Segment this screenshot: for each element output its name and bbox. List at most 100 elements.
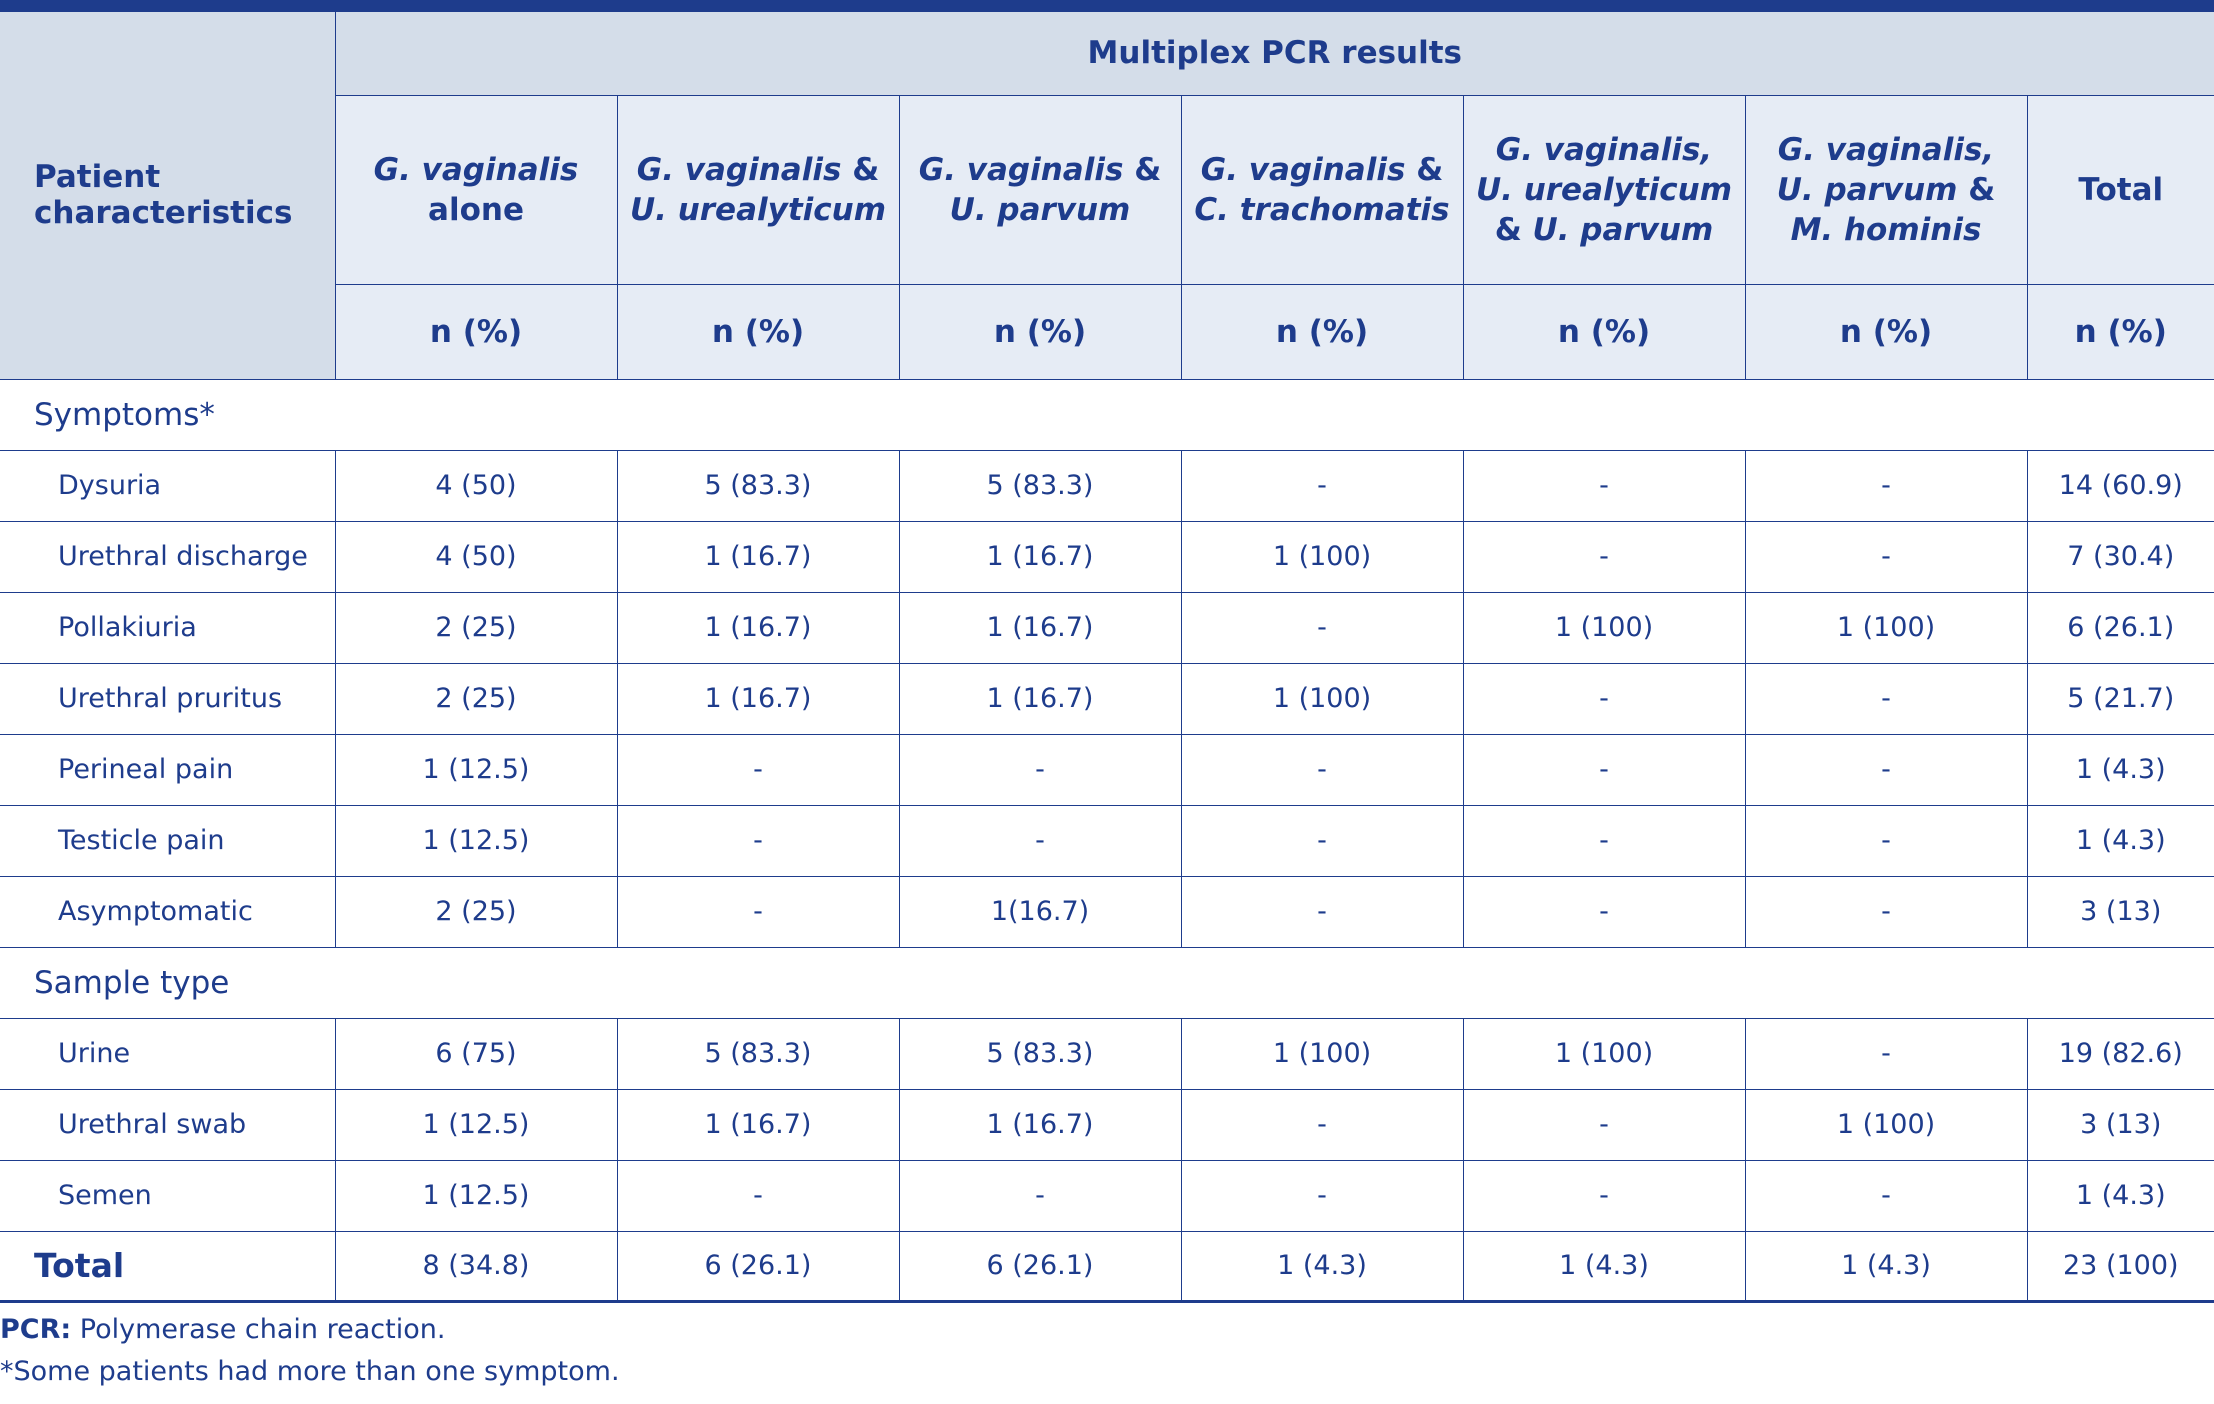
- cell: 23 (100): [2026, 1230, 2214, 1302]
- cell: -: [1744, 520, 2028, 593]
- unit-header: n (%): [616, 283, 900, 380]
- header-line: U. urealyticum: [618, 190, 899, 230]
- unit-header: n (%): [1180, 283, 1464, 380]
- cell: 4 (50): [334, 449, 618, 522]
- data-row: Semen 1 (12.5) - - - - -1 (4.3): [0, 1159, 2214, 1232]
- cell: -: [1462, 449, 1746, 522]
- row-label: Dysuria: [0, 449, 336, 522]
- section-title: Sample type: [0, 946, 2214, 1019]
- header-line: Total: [2028, 170, 2214, 210]
- cell: 1 (4.3): [1180, 1230, 1464, 1302]
- row-label: Total: [0, 1230, 336, 1302]
- cell: -: [898, 733, 1182, 806]
- cell: 1 (100): [1180, 662, 1464, 735]
- header-line: G. vaginalis,: [1464, 130, 1745, 170]
- cell: 2 (25): [334, 591, 618, 664]
- cell: -: [616, 733, 900, 806]
- cell: 1 (4.3): [2026, 1159, 2214, 1232]
- cell: -: [1744, 662, 2028, 735]
- footnote-text: *Some patients had more than one symptom…: [0, 1355, 620, 1387]
- cell: 1 (100): [1744, 1088, 2028, 1161]
- cell: -: [1744, 449, 2028, 522]
- header-text: C. trachomatis: [1194, 191, 1450, 228]
- cell: 1 (16.7): [898, 591, 1182, 664]
- cell: 1 (16.7): [898, 1088, 1182, 1161]
- unit-header: n (%): [334, 283, 618, 380]
- unit-header: n (%): [1462, 283, 1746, 380]
- header-text: U. parvum: [949, 191, 1131, 228]
- cell: -: [1744, 1017, 2028, 1090]
- cell: 1 (100): [1180, 520, 1464, 593]
- header-text: U. urealyticum: [1475, 171, 1733, 208]
- header-text: &: [1123, 151, 1162, 188]
- data-row: Asymptomatic 2 (25) -1(16.7) - - -3 (13): [0, 875, 2214, 948]
- row-label: Urethral pruritus: [0, 662, 336, 735]
- column-header: G. vaginalis, U. urealyticum & U. parvum: [1462, 94, 1746, 285]
- section-row: Symptoms*: [0, 378, 2214, 451]
- cell: -: [616, 804, 900, 877]
- column-header: Total: [2026, 94, 2214, 285]
- cell: 14 (60.9): [2026, 449, 2214, 522]
- cell: -: [1180, 1159, 1464, 1232]
- cell: -: [1180, 449, 1464, 522]
- header-text: G. vaginalis,: [1777, 131, 1995, 168]
- cell: 1 (16.7): [898, 662, 1182, 735]
- cell: 1 (16.7): [616, 662, 900, 735]
- cell: 5 (83.3): [616, 1017, 900, 1090]
- cell: 3 (13): [2026, 1088, 2214, 1161]
- header-text: G. vaginalis: [373, 151, 579, 188]
- cell: 1 (100): [1180, 1017, 1464, 1090]
- cell: 8 (34.8): [334, 1230, 618, 1302]
- header-text: G. vaginalis: [1200, 151, 1406, 188]
- header-line: & U. parvum: [1464, 210, 1745, 250]
- header-text: U. urealyticum: [629, 191, 887, 228]
- cell: 4 (50): [334, 520, 618, 593]
- data-row: Perineal pain 1 (12.5) - - - - -1 (4.3): [0, 733, 2214, 806]
- cell: 5 (83.3): [616, 449, 900, 522]
- header-text: G. vaginalis: [636, 151, 842, 188]
- column-header: G. vaginalis, U. parvum & M. hominis: [1744, 94, 2028, 285]
- cell: 3 (13): [2026, 875, 2214, 948]
- cell: 1(16.7): [898, 875, 1182, 948]
- cell: -: [1462, 1088, 1746, 1161]
- cell: 6 (26.1): [616, 1230, 900, 1302]
- cell: 1 (12.5): [334, 1088, 618, 1161]
- data-row: Urethral pruritus 2 (25) 1 (16.7) 1 (16.7) 1…: [0, 662, 2214, 735]
- cell: 1 (4.3): [2026, 733, 2214, 806]
- cell: -: [616, 1159, 900, 1232]
- total-row: Total 8 (34.8) 6 (26.1) 6 (26.1) 1 (4.3) 1 (4…: [0, 1230, 2214, 1302]
- cell: -: [898, 1159, 1182, 1232]
- cell: 7 (30.4): [2026, 520, 2214, 593]
- footnotes: PCR: Polymerase chain reaction. *Some pat…: [0, 1309, 2214, 1393]
- footnote: *Some patients had more than one symptom…: [0, 1351, 2214, 1393]
- cell: 6 (26.1): [898, 1230, 1182, 1302]
- cell: 1 (16.7): [616, 1088, 900, 1161]
- cell: -: [1744, 733, 2028, 806]
- unit-header: n (%): [1744, 283, 2028, 380]
- row-label: Testicle pain: [0, 804, 336, 877]
- unit-header: n (%): [898, 283, 1182, 380]
- header-line: alone: [336, 190, 617, 230]
- cell: 1 (16.7): [616, 520, 900, 593]
- header-line: G. vaginalis &: [900, 150, 1181, 190]
- cell: -: [1462, 733, 1746, 806]
- cell: -: [1180, 1088, 1464, 1161]
- cell: 1 (100): [1462, 1017, 1746, 1090]
- row-label: Urethral discharge: [0, 520, 336, 593]
- cell: 5 (83.3): [898, 449, 1182, 522]
- header-text: Total: [2078, 171, 2164, 208]
- column-header: G. vaginalis & C. trachomatis: [1180, 94, 1464, 285]
- cell: 1 (12.5): [334, 733, 618, 806]
- cell: 1 (100): [1744, 591, 2028, 664]
- data-row: Testicle pain 1 (12.5) - - - - -1 (4.3): [0, 804, 2214, 877]
- cell: 5 (83.3): [898, 1017, 1182, 1090]
- cell: -: [1462, 875, 1746, 948]
- header-text: G. vaginalis: [918, 151, 1124, 188]
- row-label: Urethral swab: [0, 1088, 336, 1161]
- data-row: Urethral discharge 4 (50) 1 (16.7) 1 (16.7)…: [0, 520, 2214, 593]
- results-table: Patient characteristics Multiplex PCR res…: [0, 0, 2214, 1303]
- column-header: G. vaginalis & U. urealyticum: [616, 94, 900, 285]
- cell: 1 (4.3): [1744, 1230, 2028, 1302]
- row-label: Asymptomatic: [0, 875, 336, 948]
